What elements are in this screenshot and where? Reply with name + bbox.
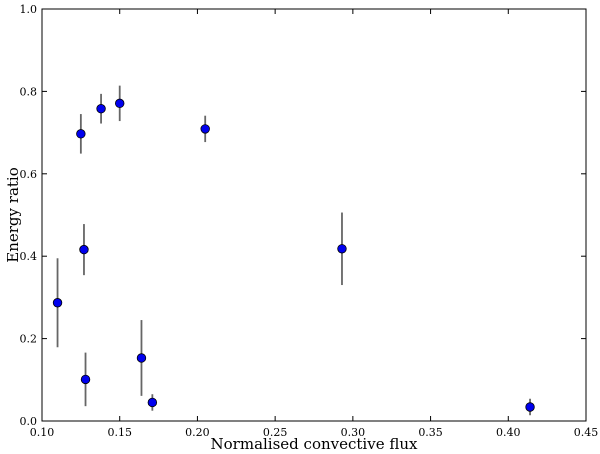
x-tick-label: 0.15 — [107, 426, 132, 439]
x-tick-label: 0.30 — [341, 426, 366, 439]
data-point — [115, 98, 125, 109]
y-tick-label: 1.0 — [20, 3, 38, 16]
data-point — [79, 244, 89, 255]
data-point — [147, 397, 158, 408]
tick-labels: 0.10 0.15 0.20 0.25 0.30 0.35 0.40 0.45 0.0 0.2 0.… — [20, 3, 599, 439]
y-tick-label: 0.4 — [20, 250, 38, 263]
x-tick-label: 0.40 — [496, 426, 521, 439]
x-tick-label: 0.10 — [30, 426, 55, 439]
data-point — [76, 129, 86, 139]
data-points — [52, 98, 535, 412]
error-bars — [56, 85, 531, 416]
y-tick-label: 0.8 — [20, 85, 38, 98]
tick-marks — [41, 8, 587, 422]
x-tick-label: 0.45 — [574, 426, 599, 439]
plot-frame — [41, 8, 587, 422]
data-point — [525, 402, 535, 412]
y-tick-label: 0.0 — [20, 415, 38, 428]
data-point — [200, 124, 210, 134]
y-axis-label: Energy ratio — [4, 167, 22, 262]
y-tick-label: 0.6 — [20, 168, 38, 181]
x-axis-label: Normalised convective flux — [211, 435, 418, 453]
data-point — [337, 244, 347, 254]
data-point — [136, 353, 147, 363]
data-point — [52, 298, 63, 308]
x-tick-label: 0.35 — [418, 426, 443, 439]
data-point — [96, 104, 106, 114]
y-tick-label: 0.2 — [20, 333, 38, 346]
x-tick-label: 0.25 — [263, 426, 288, 439]
data-point — [80, 374, 91, 385]
x-tick-label: 0.20 — [185, 426, 210, 439]
